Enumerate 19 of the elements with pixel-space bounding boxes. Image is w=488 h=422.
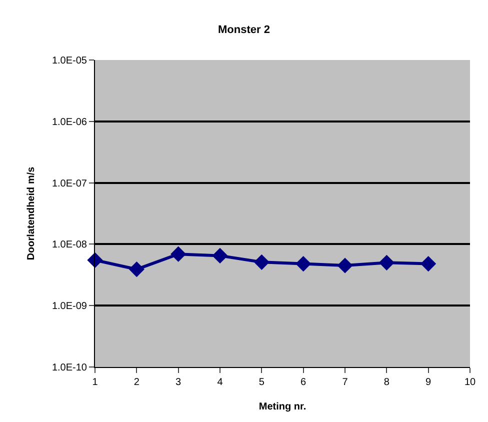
- x-tick-label: 5: [258, 377, 265, 388]
- y-tick-label: 1.0E-08: [52, 240, 88, 251]
- x-tick-label: 8: [384, 377, 390, 388]
- x-tick-label: 9: [426, 377, 432, 388]
- y-tick-label: 1.0E-05: [52, 56, 88, 66]
- y-tick-label: 1.0E-06: [52, 116, 88, 128]
- y-axis-title: Doorlatendheid m/s: [26, 166, 37, 260]
- y-tick-label: 1.0E-09: [52, 301, 88, 312]
- x-tick-label: 3: [176, 377, 182, 388]
- y-tick-label: 1.0E-07: [52, 178, 88, 190]
- x-tick-label: 2: [134, 377, 140, 388]
- x-axis-title: Meting nr.: [258, 402, 306, 412]
- x-tick-label: 4: [217, 377, 224, 388]
- x-tick-label: 6: [300, 377, 307, 388]
- chart-title: Monster 2: [218, 24, 270, 36]
- x-tick-label: 7: [342, 377, 348, 388]
- x-tick-label: 1: [92, 377, 98, 388]
- x-tick-label: 10: [464, 377, 476, 388]
- y-tick-label: 1.0E-10: [52, 362, 88, 374]
